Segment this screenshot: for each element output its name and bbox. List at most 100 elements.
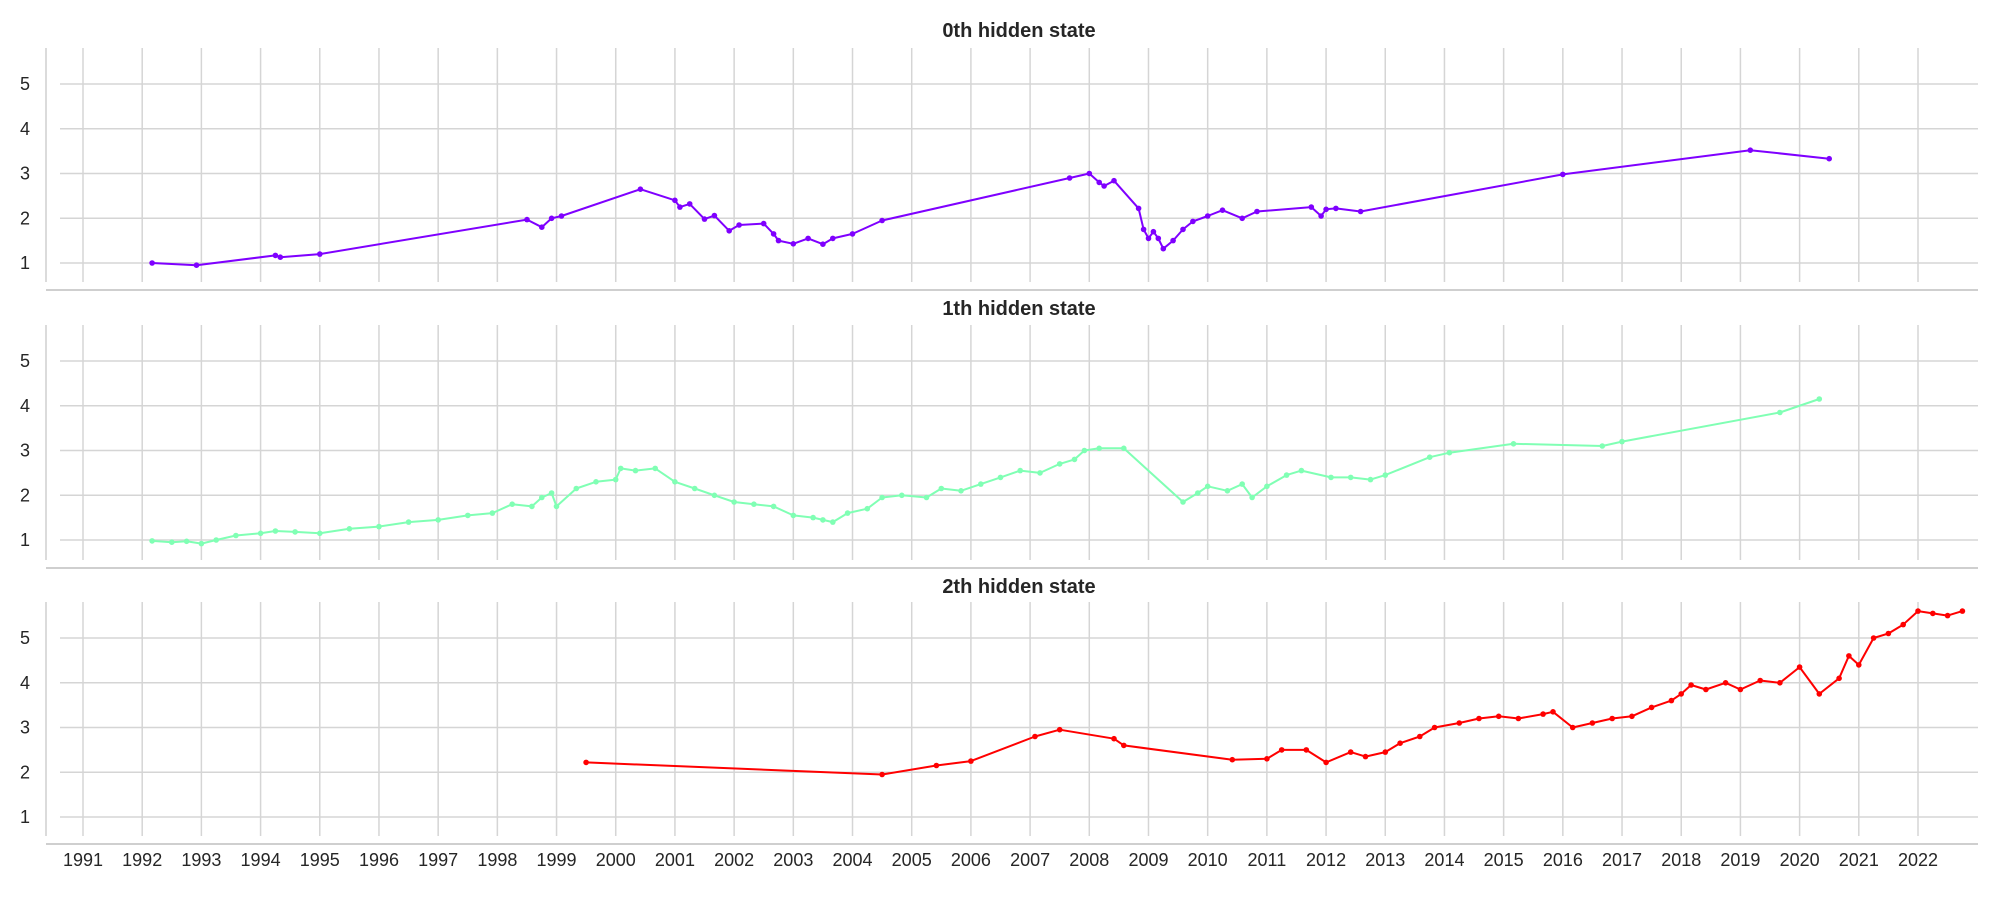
data-point bbox=[805, 235, 811, 242]
data-point bbox=[233, 532, 239, 539]
data-point bbox=[1816, 691, 1823, 697]
data-point bbox=[1239, 215, 1245, 222]
data-point bbox=[1328, 474, 1334, 481]
data-point bbox=[1017, 467, 1023, 474]
data-point bbox=[1357, 208, 1364, 215]
data-point bbox=[1037, 470, 1043, 476]
data-point bbox=[529, 503, 535, 510]
data-point bbox=[726, 228, 732, 234]
data-point bbox=[968, 758, 974, 764]
x-tick-label: 1991 bbox=[63, 850, 103, 870]
data-point bbox=[1318, 213, 1324, 219]
data-point bbox=[149, 538, 155, 544]
x-tick-label: 2013 bbox=[1365, 850, 1405, 870]
data-point bbox=[1121, 445, 1127, 452]
data-point bbox=[938, 485, 945, 492]
data-point bbox=[1417, 733, 1423, 740]
data-point bbox=[1323, 206, 1329, 213]
panel-2: 2th hidden state 1 2 3 4 5 bbox=[20, 576, 1978, 845]
y-tick-label: 2 bbox=[20, 762, 30, 782]
data-point bbox=[899, 492, 905, 499]
x-tick-label: 2003 bbox=[773, 850, 813, 870]
data-point bbox=[1495, 713, 1502, 720]
data-point bbox=[539, 224, 545, 230]
data-point bbox=[583, 759, 589, 766]
x-tick-label: 2009 bbox=[1128, 850, 1168, 870]
data-point bbox=[257, 530, 264, 537]
data-point bbox=[346, 526, 353, 532]
data-point bbox=[548, 215, 555, 222]
data-point bbox=[760, 220, 767, 227]
data-point bbox=[844, 510, 851, 516]
data-point bbox=[1249, 494, 1255, 501]
data-point bbox=[317, 530, 323, 537]
series-line bbox=[152, 149, 1830, 267]
data-point bbox=[1333, 205, 1339, 212]
data-point bbox=[879, 494, 885, 501]
x-tick-label: 2011 bbox=[1248, 850, 1287, 870]
data-point bbox=[1056, 461, 1063, 467]
data-point bbox=[198, 540, 205, 547]
x-tick-label: 2007 bbox=[1010, 850, 1050, 870]
x-tick-label: 2020 bbox=[1780, 850, 1820, 870]
data-point bbox=[701, 216, 708, 222]
x-tick-label: 2019 bbox=[1720, 850, 1760, 870]
x-tick-label: 1993 bbox=[181, 850, 221, 870]
data-point bbox=[1140, 226, 1147, 233]
data-point bbox=[539, 494, 545, 501]
x-tick-label: 2022 bbox=[1898, 850, 1938, 870]
data-point bbox=[1426, 454, 1433, 461]
data-point bbox=[317, 251, 323, 257]
y-tick-label: 5 bbox=[20, 628, 30, 648]
data-point bbox=[770, 231, 777, 237]
x-tick-label: 2004 bbox=[832, 850, 872, 870]
data-point bbox=[1308, 204, 1315, 210]
data-point bbox=[711, 492, 718, 499]
data-point bbox=[849, 231, 856, 237]
data-point bbox=[573, 485, 580, 492]
data-point bbox=[879, 217, 885, 224]
data-point bbox=[864, 505, 871, 512]
data-point bbox=[775, 237, 782, 244]
x-tick-label: 2021 bbox=[1839, 850, 1879, 870]
data-point bbox=[1071, 456, 1078, 463]
x-tick-label: 2017 bbox=[1602, 850, 1642, 870]
data-point bbox=[1446, 449, 1453, 456]
y-tick-label: 5 bbox=[20, 74, 30, 94]
data-point bbox=[1145, 235, 1152, 242]
data-point bbox=[1180, 499, 1186, 505]
data-point bbox=[1648, 704, 1655, 711]
data-point bbox=[1195, 490, 1201, 496]
y-tick-label: 4 bbox=[20, 396, 30, 416]
data-point bbox=[1323, 759, 1329, 766]
x-tick-label: 1997 bbox=[418, 850, 458, 870]
y-tick-label: 3 bbox=[20, 164, 30, 184]
data-point bbox=[149, 260, 155, 266]
data-point bbox=[1190, 218, 1196, 225]
data-point bbox=[1777, 409, 1783, 416]
data-point bbox=[1619, 438, 1625, 445]
data-point bbox=[553, 503, 560, 510]
data-point bbox=[1224, 488, 1231, 494]
x-tick-label: 1996 bbox=[359, 850, 399, 870]
data-point bbox=[1204, 213, 1211, 219]
data-point bbox=[1569, 724, 1576, 731]
data-point bbox=[1347, 474, 1354, 481]
data-point bbox=[1540, 711, 1546, 717]
data-point bbox=[1170, 237, 1176, 244]
data-point bbox=[1283, 472, 1290, 478]
data-point bbox=[1589, 720, 1596, 726]
data-point bbox=[1599, 443, 1606, 449]
data-point bbox=[1915, 608, 1921, 614]
data-point bbox=[1900, 621, 1906, 628]
data-point bbox=[1431, 724, 1438, 731]
data-point bbox=[509, 501, 515, 508]
data-point bbox=[1298, 467, 1305, 474]
data-point bbox=[1066, 175, 1073, 181]
data-point bbox=[691, 485, 698, 492]
data-point bbox=[1959, 608, 1966, 614]
data-point bbox=[272, 528, 279, 534]
data-point bbox=[1476, 715, 1482, 722]
data-point bbox=[686, 201, 693, 207]
